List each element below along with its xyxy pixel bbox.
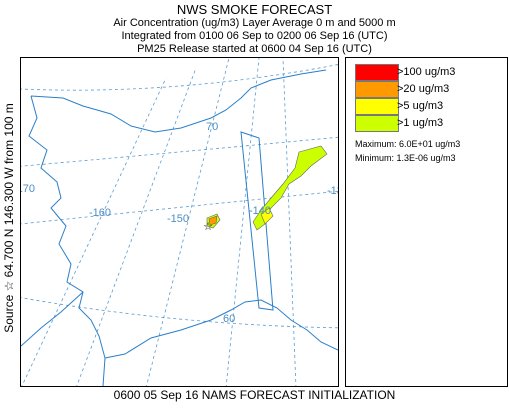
lon-170-label: -170 — [21, 183, 35, 195]
alaska-map: ☆ 70 60 -170 -160 -150 -140 -130 — [21, 58, 338, 386]
maximum-value: Maximum: 6.0E+01 ug/m3 — [355, 139, 461, 149]
lon-140-label: -140 — [249, 205, 271, 217]
legend-label-1: >1 ug/m3 — [397, 117, 444, 129]
minimum-value: Minimum: 1.3E-06 ug/m3 — [355, 153, 456, 163]
legend-swatch-5 — [355, 98, 399, 115]
legend-swatch-20 — [355, 81, 399, 98]
coastline — [21, 69, 338, 386]
legend-swatch-100 — [355, 64, 399, 81]
concentration-subtitle: Air Concentration (ug/m3) Layer Average … — [113, 17, 396, 29]
lon-150-label: -150 — [167, 213, 189, 225]
lon-130-label: -130 — [327, 185, 338, 197]
release-info: PM25 Release started at 0600 04 Sep 16 (… — [137, 43, 372, 55]
source-star-icon: ☆ — [203, 221, 213, 233]
smoke-plume-source — [206, 213, 221, 229]
legend-label-5: >5 ug/m3 — [397, 100, 444, 112]
smoke-plume-east — [252, 145, 328, 231]
lon-160-label: -160 — [89, 207, 111, 219]
legend-label-20: >20 ug/m3 — [397, 83, 450, 95]
lat-60-label: 60 — [223, 313, 235, 325]
border — [240, 131, 274, 311]
integration-period: Integrated from 0100 06 Sep to 0200 06 S… — [121, 30, 388, 42]
lat-70-label: 70 — [206, 121, 218, 133]
map-panel: ☆ 70 60 -170 -160 -150 -140 -130 — [20, 57, 339, 387]
graticule — [21, 58, 338, 386]
legend-label-100: >100 ug/m3 — [397, 66, 456, 78]
forecast-title: NWS SMOKE FORECAST — [176, 2, 333, 17]
legend-swatch-1 — [355, 115, 399, 132]
initialization-footer: 0600 05 Sep 16 NAMS FORECAST INITIALIZAT… — [113, 388, 396, 402]
source-location-label: Source ☆ 64.700 N 146.300 W from 100 m — [2, 103, 16, 333]
